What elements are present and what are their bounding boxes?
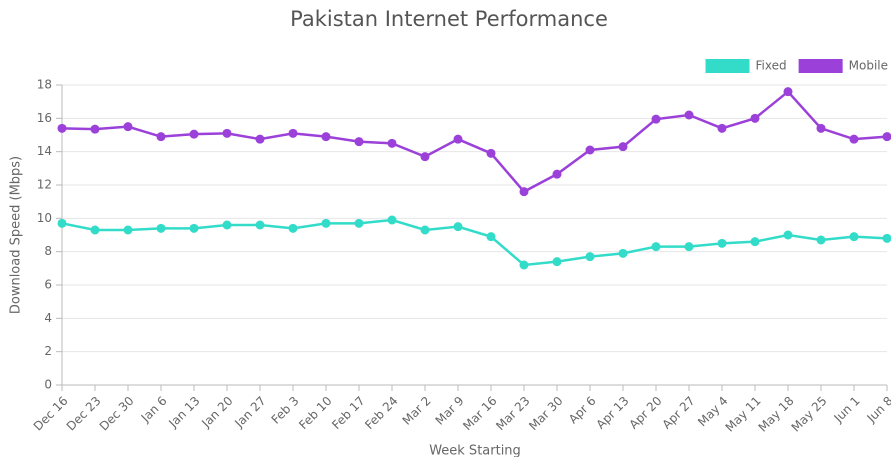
x-tick-label: Jan 6 (138, 394, 170, 426)
data-point (552, 257, 562, 267)
data-point (816, 123, 826, 133)
data-point (222, 220, 232, 230)
data-point (552, 169, 562, 179)
data-point (585, 252, 595, 262)
chart-title: Pakistan Internet Performance (290, 7, 608, 31)
y-tick-label: 2 (44, 344, 52, 358)
x-tick-label: May 25 (789, 394, 830, 435)
data-point (321, 218, 331, 228)
x-tick-label: Feb 10 (296, 394, 334, 432)
data-point (156, 223, 166, 233)
data-point (156, 132, 166, 142)
y-tick-label: 10 (37, 211, 52, 225)
x-tick-label: Dec 16 (31, 394, 71, 434)
data-point (387, 138, 397, 148)
data-point (849, 134, 859, 144)
data-point (684, 110, 694, 120)
data-point (486, 232, 496, 242)
x-tick-label: Dec 23 (64, 394, 104, 434)
x-tick-label: Jun 8 (864, 394, 891, 426)
data-point (288, 223, 298, 233)
data-point (57, 218, 67, 228)
data-point (618, 248, 628, 258)
x-tick-label: Mar 30 (526, 394, 565, 433)
data-point (585, 145, 595, 155)
x-tick-label: Apr 27 (660, 394, 698, 432)
data-point (57, 123, 67, 133)
y-tick-label: 0 (44, 378, 52, 392)
y-tick-label: 6 (44, 278, 52, 292)
data-point (882, 233, 891, 243)
x-tick-label: Mar 23 (493, 394, 532, 433)
data-point (519, 187, 529, 197)
data-point (750, 113, 760, 123)
x-tick-label: Feb 24 (362, 394, 400, 432)
data-point (420, 152, 430, 162)
data-point (354, 137, 364, 147)
x-tick-label: Feb 17 (329, 394, 367, 432)
data-point (816, 235, 826, 245)
y-tick-label: 4 (44, 311, 52, 325)
y-tick-label: 8 (44, 244, 52, 258)
data-point (453, 222, 463, 232)
y-tick-label: 16 (37, 111, 52, 125)
data-point (783, 230, 793, 240)
x-tick-label: Jan 20 (198, 394, 235, 431)
x-tick-label: Jan 13 (165, 394, 202, 431)
y-tick-label: 18 (37, 78, 52, 92)
x-tick-label: Mar 16 (460, 394, 499, 433)
data-point (882, 132, 891, 142)
data-point (651, 114, 661, 124)
x-axis-label: Week Starting (429, 444, 521, 457)
x-tick-label: Dec 30 (97, 394, 137, 434)
x-tick-label: Apr 20 (627, 394, 665, 432)
y-tick-label: 14 (37, 144, 52, 158)
data-point (321, 132, 331, 142)
data-point (750, 237, 760, 247)
data-point (420, 225, 430, 235)
data-point (255, 134, 265, 144)
data-point (717, 238, 727, 248)
x-tick-label: Jan 27 (231, 394, 268, 431)
data-point (255, 220, 265, 230)
data-point (90, 225, 100, 235)
legend-swatch (705, 59, 750, 73)
data-point (288, 128, 298, 138)
data-point (618, 142, 628, 152)
legend-swatch (798, 59, 843, 73)
data-point (519, 260, 529, 270)
x-tick-label: May 11 (723, 394, 764, 435)
data-point (453, 134, 463, 144)
series-line (61, 218, 888, 267)
y-axis-label: Download Speed (Mbps) (9, 156, 24, 314)
data-point (651, 242, 661, 252)
data-point (387, 215, 397, 225)
series-line (61, 89, 888, 194)
data-point (783, 87, 793, 97)
data-point (849, 232, 859, 242)
y-tick-label: 12 (37, 178, 52, 192)
x-tick-label: May 18 (756, 394, 797, 435)
data-point (189, 129, 199, 139)
data-point (222, 128, 232, 138)
data-point (684, 242, 694, 252)
x-tick-label: Apr 13 (594, 394, 632, 432)
data-point (123, 225, 133, 235)
data-point (354, 218, 364, 228)
data-point (717, 123, 727, 133)
data-point (90, 124, 100, 134)
x-tick-label: Mar 2 (400, 394, 434, 428)
legend-label: Fixed (756, 59, 787, 73)
data-point (486, 148, 496, 158)
data-point (189, 223, 199, 233)
data-point (123, 122, 133, 132)
x-tick-label: Jun 1 (831, 394, 863, 426)
legend-label: Mobile (849, 59, 888, 73)
